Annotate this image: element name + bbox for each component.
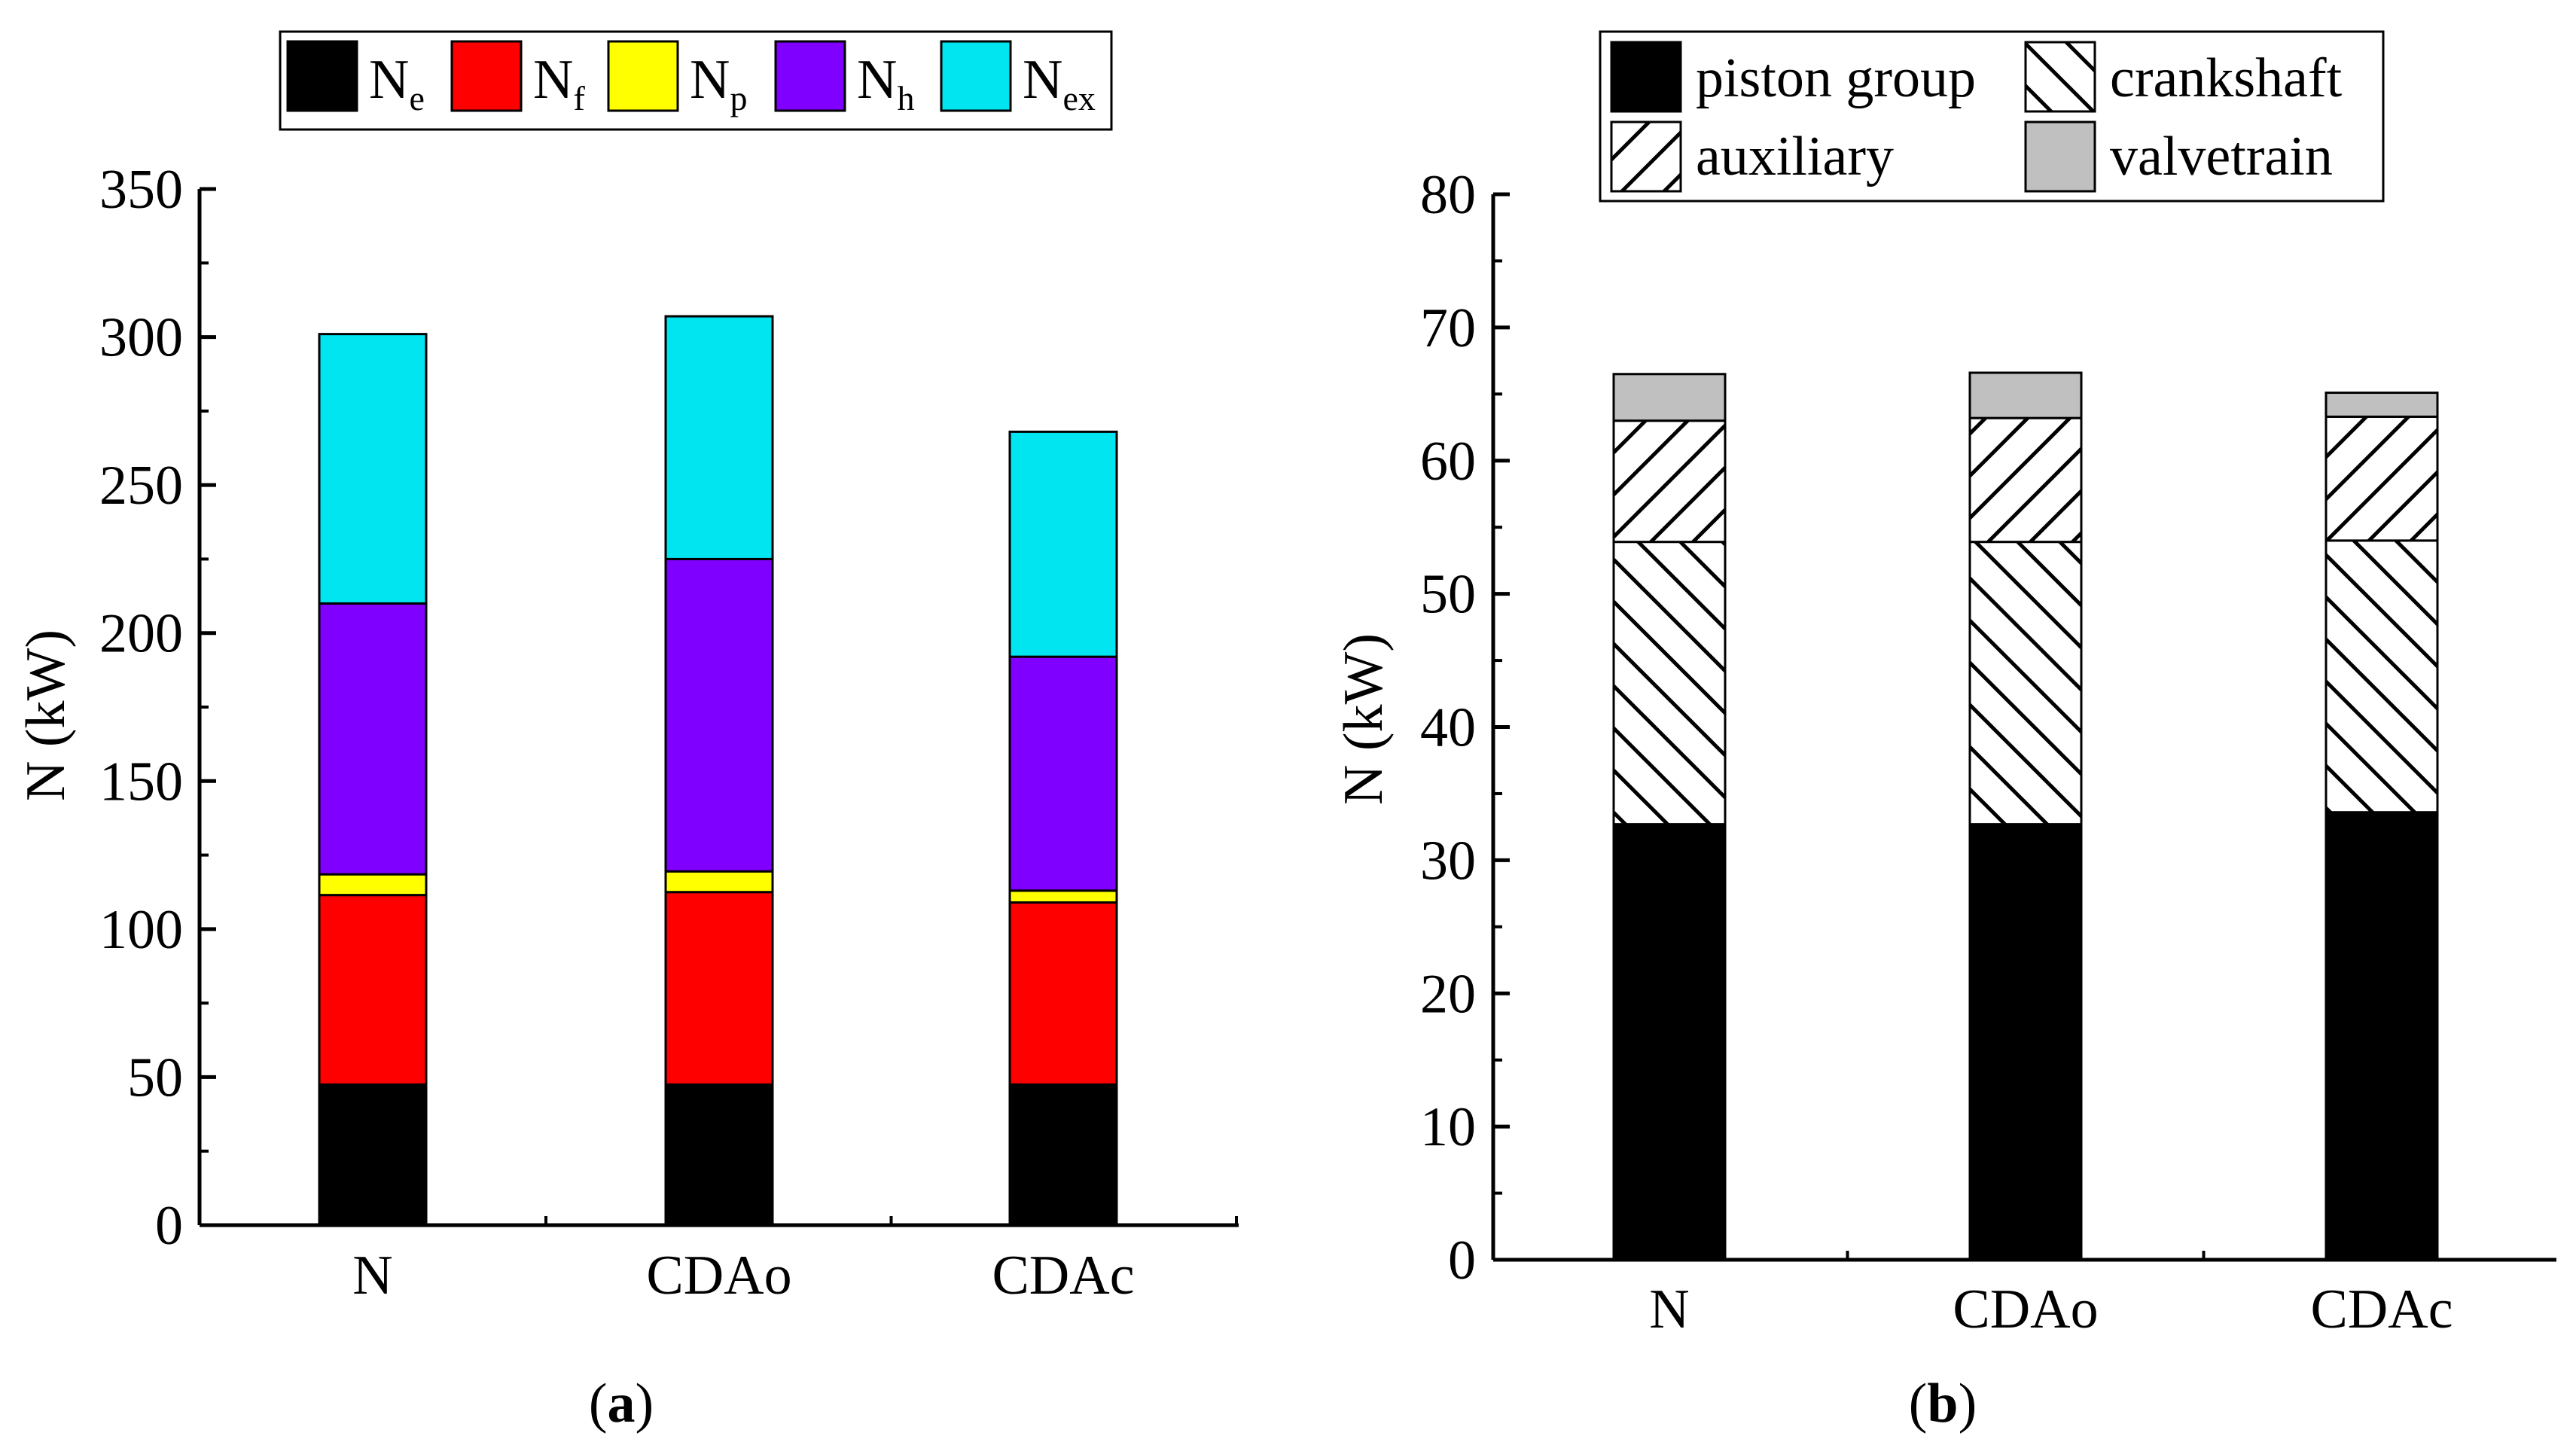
bar-cdac-np	[1008, 889, 1118, 904]
x-tick-label-cdao: CDAo	[646, 1245, 791, 1306]
bar-n-nh	[318, 602, 428, 876]
panel-label-a: (a)	[589, 1373, 654, 1434]
legend-swatch-crankshaft	[2024, 41, 2096, 113]
x-tick-label-n: N	[1649, 1279, 1689, 1340]
legend-label-crankshaft: crankshaft	[2110, 47, 2343, 109]
bar-cdao-nh	[664, 557, 774, 873]
bar-cdao-crankshaft	[1968, 541, 2083, 826]
x-tick-label-n: N	[352, 1245, 392, 1306]
bar-cdac-nf	[1008, 901, 1118, 1086]
bar-cdao-auxiliary	[1968, 416, 2083, 544]
bar-cdac-piston-group	[2324, 811, 2439, 1261]
bar-cdao-valvetrain	[1968, 371, 2083, 419]
legend-swatch-ne	[286, 40, 358, 112]
bar-n-valvetrain	[1612, 373, 1727, 422]
legend-label-valvetrain: valvetrain	[2110, 126, 2333, 187]
y-axis-title-b: N (kW)	[1333, 633, 1395, 805]
bar-n-crankshaft	[1612, 541, 1727, 826]
bar-cdac-ne	[1008, 1083, 1118, 1227]
panel-label-b: (b)	[1909, 1373, 1977, 1434]
y-tick-label: 80	[1420, 164, 1476, 226]
legend-swatch-np	[607, 40, 679, 112]
legend-a: Ne Nf Np Nh Nex	[279, 30, 1113, 131]
legend-label-ne: Ne	[369, 49, 425, 117]
y-tick-label: 70	[1420, 297, 1476, 359]
y-tick-label: 60	[1420, 431, 1476, 492]
y-tick-label: 30	[1420, 830, 1476, 892]
y-tick-label: 100	[99, 899, 183, 961]
legend-swatch-piston-group	[1610, 41, 1682, 113]
legend-label-np: Np	[690, 49, 747, 117]
legend-label-nex: Nex	[1023, 49, 1096, 117]
panel-b-chart: piston group crankshaft auxiliary valvet…	[1333, 30, 2556, 1434]
bar-n-np	[318, 873, 428, 897]
bar-n-auxiliary	[1612, 419, 1727, 544]
y-tick-label: 10	[1420, 1096, 1476, 1158]
bar-cdao-nex	[664, 315, 774, 560]
y-tick-label: 50	[1420, 564, 1476, 626]
legend-swatch-nex	[940, 40, 1012, 112]
bar-n-nex	[318, 333, 428, 605]
y-tick-label: 200	[99, 603, 183, 665]
y-tick-label: 150	[99, 751, 183, 812]
bar-cdao-nf	[664, 891, 774, 1086]
y-axis-title-a: N (kW)	[15, 630, 77, 801]
bar-n-ne	[318, 1083, 428, 1227]
bar-cdac-nex	[1008, 430, 1118, 658]
x-tick-label-cdao: CDAo	[1953, 1279, 2098, 1340]
y-tick-label: 40	[1420, 697, 1476, 759]
bar-cdao-piston-group	[1968, 823, 2083, 1261]
legend-label-nh: Nh	[857, 49, 914, 117]
y-tick-label: 250	[99, 455, 183, 517]
legend-label-piston-group: piston group	[1696, 47, 1976, 109]
y-tick-label: 0	[1448, 1230, 1476, 1291]
bar-n-nf	[318, 894, 428, 1086]
legend-label-nf: Nf	[533, 49, 585, 117]
x-tick-label-cdac: CDAc	[2310, 1279, 2453, 1340]
legend-swatch-valvetrain	[2024, 120, 2096, 193]
legend-swatch-nf	[450, 40, 523, 112]
bar-n-piston-group	[1612, 823, 1727, 1261]
y-tick-label: 300	[99, 307, 183, 369]
legend-swatch-auxiliary	[1610, 120, 1682, 193]
bar-cdao-np	[664, 870, 774, 894]
y-tick-label: 0	[155, 1195, 183, 1257]
legend-b: piston group crankshaft auxiliary valvet…	[1599, 30, 2385, 203]
x-tick-label-cdac: CDAc	[992, 1245, 1134, 1306]
panel-a-chart: Ne Nf Np Nh Nex N (kW) 0 50 100 150 200 250 30…	[15, 30, 1239, 1434]
bar-cdac-crankshaft	[2324, 539, 2439, 814]
legend-swatch-nh	[774, 40, 846, 112]
y-tick-label: 350	[99, 159, 183, 221]
legend-label-auxiliary: auxiliary	[1696, 126, 1894, 187]
bar-cdac-auxiliary	[2324, 415, 2439, 542]
y-tick-label: 50	[127, 1047, 183, 1108]
y-tick-label: 20	[1420, 963, 1476, 1025]
bar-cdac-valvetrain	[2324, 392, 2439, 418]
bar-cdao-ne	[664, 1083, 774, 1227]
bar-cdac-nh	[1008, 655, 1118, 892]
